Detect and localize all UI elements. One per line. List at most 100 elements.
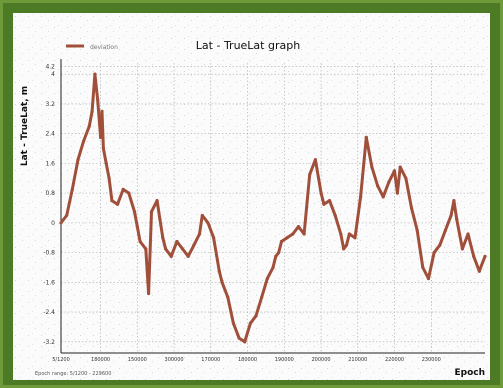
line-chart: 4.24 3.2 2.4 1.6 0.8 0 -0.8 -1.6 -2.4 -3.2 5/1200… — [13, 13, 490, 380]
data-point — [319, 191, 323, 195]
y-tick-label: 4 — [51, 71, 55, 78]
data-point — [135, 224, 139, 229]
data-point — [217, 269, 221, 273]
data-point — [59, 221, 63, 225]
grid-lines — [60, 63, 485, 353]
data-point — [392, 169, 397, 173]
data-point — [432, 251, 436, 255]
x-tick-label: 180000 — [238, 357, 257, 363]
data-point — [197, 232, 202, 236]
data-point — [333, 213, 337, 218]
data-point — [483, 254, 487, 258]
data-point — [353, 236, 357, 240]
data-point — [127, 191, 131, 195]
data-point — [285, 236, 289, 240]
data-point — [421, 265, 425, 270]
data-point — [381, 195, 385, 199]
data-point — [144, 247, 148, 251]
data-point — [260, 295, 264, 299]
y-tick-label: -3.2 — [43, 339, 55, 346]
data-point — [237, 336, 241, 340]
data-point — [274, 254, 278, 258]
x-tick-labels: 5/1200 180000 150000 300000 170000 180000 1900… — [52, 357, 441, 363]
data-point — [477, 269, 481, 273]
chart-frame: 4.2 4 3.2 2.4 1.6 0.8 0 -0.8 -1.6 -2.4 -3.2 5/1200… — [3, 3, 500, 385]
data-point — [149, 210, 154, 214]
y-tick-label: 0 — [51, 220, 55, 227]
data-point — [231, 321, 236, 325]
data-point — [443, 228, 448, 232]
y-tick-label: -2.4 — [43, 309, 55, 316]
y-tick-label: -1.6 — [43, 279, 55, 286]
data-point — [104, 161, 108, 165]
data-point — [308, 172, 312, 177]
data-point — [279, 239, 284, 244]
data-point — [87, 124, 91, 128]
data-point — [296, 224, 301, 229]
data-point — [115, 202, 120, 206]
data-point — [243, 340, 247, 344]
data-point — [359, 195, 363, 199]
data-point — [121, 187, 125, 192]
x-tick-label: 300000 — [165, 357, 184, 363]
data-point — [192, 243, 196, 247]
x-tick-label: 5/1200 — [52, 357, 70, 363]
data-point — [212, 236, 216, 240]
chart-title: Lat - TrueLat graph — [196, 39, 300, 52]
x-tick-label: 190000 — [275, 357, 294, 363]
legend: deviation — [66, 44, 118, 51]
data-point — [347, 232, 351, 236]
data-point — [460, 247, 464, 251]
data-point — [248, 321, 252, 325]
x-tick-label: 230000 — [422, 357, 441, 363]
data-point — [65, 213, 69, 218]
data-point — [322, 202, 326, 206]
x-tick-label: 150000 — [128, 357, 147, 363]
series-line-deviation — [59, 72, 487, 344]
epoch-range-note: Epoch range: 5/1200 - 229600 — [35, 371, 111, 377]
data-point — [449, 213, 453, 218]
data-point — [466, 232, 470, 236]
data-point — [93, 72, 97, 76]
y-tick-label: 1.6 — [45, 160, 55, 167]
data-point — [398, 165, 402, 169]
data-point — [339, 232, 343, 236]
x-tick-label: 180000 — [91, 357, 110, 363]
data-point — [155, 198, 159, 203]
data-point — [313, 158, 317, 162]
x-tick-label: 220000 — [385, 357, 404, 363]
data-point — [169, 254, 173, 258]
data-point — [76, 158, 80, 162]
data-point — [186, 254, 190, 258]
data-point — [200, 213, 204, 218]
data-point — [70, 187, 74, 192]
data-point — [452, 198, 456, 203]
y-tick-label: 2.4 — [45, 131, 55, 138]
data-point — [342, 247, 346, 251]
data-point — [138, 239, 142, 244]
data-point — [110, 198, 114, 203]
chart-panel: 4.2 4 3.2 2.4 1.6 0.8 0 -0.8 -1.6 -2.4 -3.2 5/1200… — [13, 13, 490, 380]
data-point — [132, 210, 137, 214]
data-point — [163, 247, 168, 251]
data-point — [175, 239, 179, 244]
data-point — [100, 109, 104, 113]
data-point — [409, 206, 414, 210]
x-axis-label: Epoch — [454, 368, 485, 378]
data-point — [302, 232, 306, 236]
legend-label: deviation — [90, 44, 118, 51]
y-tick-label: 3.2 — [45, 101, 55, 108]
data-point — [426, 277, 431, 281]
data-point — [438, 243, 442, 247]
data-point — [265, 277, 269, 281]
data-point — [455, 217, 459, 221]
data-point — [96, 98, 100, 102]
x-tick-label: 170000 — [201, 357, 220, 363]
data-point — [277, 251, 281, 255]
data-point — [161, 236, 165, 240]
x-tick-label: 210000 — [348, 357, 367, 363]
data-point — [370, 165, 374, 169]
data-point — [220, 280, 224, 284]
data-point — [206, 221, 210, 225]
y-tick-label: -0.8 — [43, 250, 55, 257]
